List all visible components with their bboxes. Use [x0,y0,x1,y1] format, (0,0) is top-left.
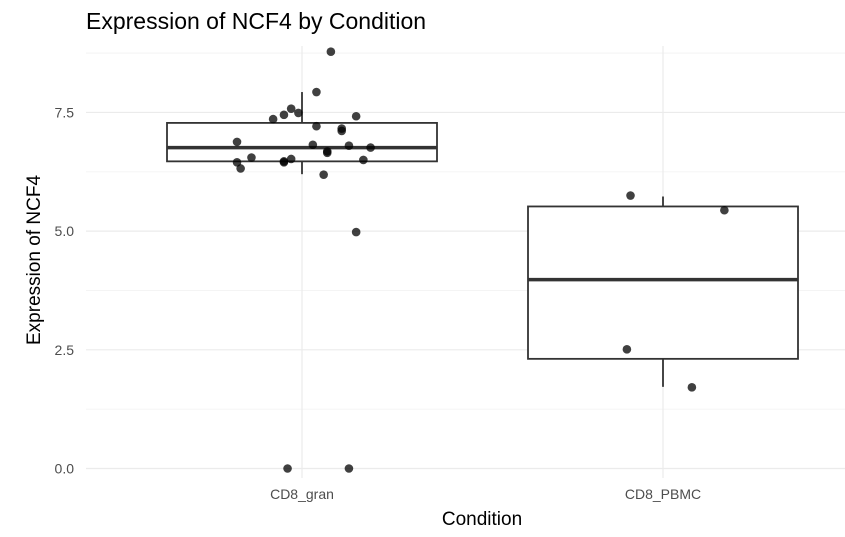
grid-layer [86,46,845,478]
x-tick-label: CD8_gran [270,486,334,502]
data-point [622,345,632,354]
data-point [344,464,354,473]
data-point [720,205,729,215]
tick-layer: 0.0 2.5 5.0 7.5 CD8_gran CD8_PBMC [55,104,702,502]
data-point [319,170,328,179]
data-point [283,464,292,473]
data-point [236,164,245,173]
data-point [351,111,361,121]
data-point [279,110,289,120]
data-point [351,227,361,237]
data-point [232,137,242,147]
data-point [687,383,697,392]
data-point [286,154,296,164]
data-point [279,158,289,167]
data-point [326,47,336,56]
y-tick-label: 5.0 [55,223,75,239]
point-layer [232,47,729,473]
data-point [312,121,321,131]
data-point [359,155,368,165]
data-point [344,141,354,150]
y-tick-label: 0.0 [55,461,75,477]
data-point [626,191,635,200]
data-point [366,143,375,152]
data-point [268,114,278,124]
x-tick-label: CD8_PBMC [625,486,701,502]
y-axis-title: Expression of NCF4 [24,175,45,345]
box-iqr [527,205,799,360]
data-point [294,108,303,118]
data-point [322,148,332,158]
data-point [312,87,321,97]
chart-title: Expression of NCF4 by Condition [86,8,426,34]
data-point [308,140,318,150]
data-point [247,153,256,162]
x-axis-title: Condition [442,509,522,530]
y-tick-label: 7.5 [55,104,75,120]
box-iqr [166,122,438,163]
data-point [337,126,347,136]
y-tick-label: 2.5 [55,342,75,358]
box-layer [166,92,799,387]
data-point [286,104,296,113]
